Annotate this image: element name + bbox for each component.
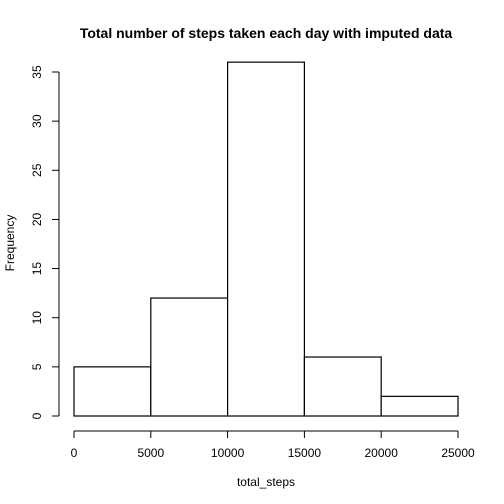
bars-group bbox=[73, 61, 459, 417]
y-tick-label: 25 bbox=[30, 163, 44, 177]
x-axis: 0 5000 10000 15000 20000 25000 bbox=[71, 430, 475, 460]
y-tick-label: 35 bbox=[30, 65, 44, 79]
histogram-bar bbox=[227, 61, 306, 417]
histogram-bar bbox=[150, 297, 229, 417]
x-tick-label: 15000 bbox=[288, 446, 322, 460]
y-tick-label: 0 bbox=[30, 412, 44, 419]
y-tick-label: 15 bbox=[30, 262, 44, 276]
x-tick-label: 5000 bbox=[137, 446, 164, 460]
y-tick-label: 10 bbox=[30, 311, 44, 325]
x-axis-label: total_steps bbox=[237, 475, 295, 489]
histogram-bar bbox=[303, 356, 382, 417]
y-tick-label: 5 bbox=[30, 363, 44, 370]
histogram-bar bbox=[73, 366, 152, 417]
y-tick-label: 20 bbox=[30, 212, 44, 226]
x-tick-label: 10000 bbox=[211, 446, 245, 460]
y-axis: 0 5 10 15 20 25 30 35 bbox=[30, 65, 60, 419]
histogram-bar bbox=[380, 395, 459, 417]
y-axis-label: Frequency bbox=[3, 215, 17, 272]
chart-title: Total number of steps taken each day wit… bbox=[80, 25, 453, 41]
y-tick-label: 30 bbox=[30, 114, 44, 128]
x-tick-label: 25000 bbox=[441, 446, 475, 460]
x-tick-label: 0 bbox=[71, 446, 78, 460]
x-tick-label: 20000 bbox=[365, 446, 399, 460]
